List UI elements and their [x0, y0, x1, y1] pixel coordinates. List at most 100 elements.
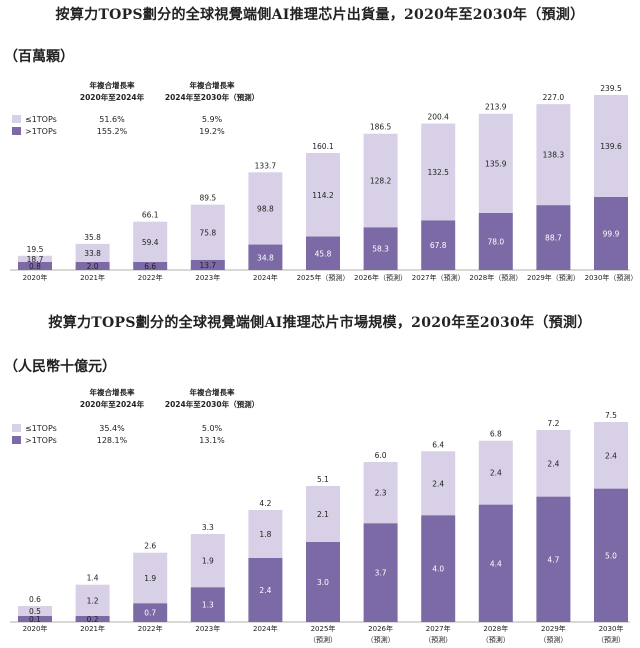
cagr-value: 51.6% — [99, 115, 125, 124]
bar-segment-gt1tops — [421, 515, 456, 622]
x-tick-label: 2021年 — [80, 624, 105, 633]
x-tick-label: 2024年 — [253, 273, 278, 282]
total-label: 4.2 — [259, 499, 271, 508]
total-label: 2.6 — [144, 542, 156, 551]
x-tick-label-forecast: （預測） — [424, 635, 452, 644]
bar-segment-le1tops — [536, 104, 571, 206]
gt1tops-value-label: 5.0 — [605, 551, 617, 560]
bar-segment-gt1tops — [536, 205, 571, 270]
bar-segment-le1tops — [133, 552, 168, 604]
bar-segment-gt1tops — [306, 236, 340, 270]
market-size-chart: 0.6 0.5 0.1 2020年 1.4 1.2 0.2 2021年 2.6 1.9 0.7 202… — [0, 300, 640, 648]
x-tick-label: 2026年（預測） — [354, 273, 407, 282]
bar-segment-gt1tops — [594, 197, 628, 270]
bar-segment-le1tops — [190, 204, 225, 260]
gt1tops-value-label: 99.9 — [603, 230, 620, 239]
bar-segment-le1tops — [133, 221, 168, 262]
bar-segment-gt1tops — [75, 262, 110, 270]
cagr-value: 128.1% — [97, 436, 128, 445]
legend-swatch-le1tops — [12, 424, 21, 432]
cagr-header: 年複合增長率 — [90, 387, 135, 397]
total-label: 200.4 — [427, 113, 449, 122]
x-tick-label: 2029年 — [541, 624, 566, 633]
total-label: 89.5 — [199, 194, 216, 203]
legend-swatch-le1tops — [12, 115, 21, 123]
bar-segment-gt1tops — [594, 488, 628, 622]
le1tops-value-label: 2.4 — [605, 451, 617, 460]
gt1tops-value-label: 6.6 — [144, 262, 156, 271]
x-tick-label: 2027年 — [426, 624, 451, 633]
x-tick-label: 2023年 — [195, 624, 220, 633]
total-label: 7.2 — [547, 419, 559, 428]
cagr-period: 2020年至2024年 — [80, 92, 145, 102]
shipment-chart: 19.5 18.7 0.8 2020年 35.8 33.8 2.0 2021年 66.1 59.4… — [0, 0, 640, 300]
bar-segment-gt1tops — [75, 616, 110, 622]
x-tick-label: 2022年 — [138, 273, 163, 282]
bar-segment-gt1tops — [363, 523, 398, 622]
bar-segment-le1tops — [18, 255, 52, 262]
x-tick-label: 2021年 — [80, 273, 105, 282]
le1tops-value-label: 2.1 — [317, 510, 329, 519]
x-tick-label-forecast: （預測） — [597, 635, 625, 644]
x-tick-label: 2020年 — [23, 273, 48, 282]
bar-segment-le1tops — [594, 422, 628, 489]
bar-segment-gt1tops — [248, 244, 283, 270]
bar-segment-le1tops — [248, 172, 283, 245]
le1tops-value-label: 2.3 — [375, 489, 387, 498]
bar-segment-gt1tops — [478, 213, 513, 270]
x-tick-label-forecast: （預測） — [367, 635, 395, 644]
le1tops-value-label: 33.8 — [84, 249, 101, 258]
bar-segment-le1tops — [306, 486, 340, 542]
total-label: 1.4 — [87, 574, 99, 583]
legend-label: >1TOPs — [25, 127, 57, 136]
le1tops-value-label: 18.7 — [27, 255, 44, 264]
total-label: 35.8 — [84, 233, 101, 242]
x-tick-label: 2027年（預測） — [412, 273, 465, 282]
bar-segment-gt1tops — [306, 542, 340, 622]
gt1tops-value-label: 2.0 — [87, 262, 99, 271]
le1tops-value-label: 135.9 — [485, 159, 507, 168]
legend-swatch-gt1tops — [12, 436, 21, 444]
x-tick-label-forecast: （預測） — [539, 635, 567, 644]
bar-segment-le1tops — [536, 430, 571, 497]
gt1tops-value-label: 13.7 — [199, 261, 216, 270]
total-label: 6.4 — [432, 440, 444, 449]
x-tick-label-forecast: （預測） — [309, 635, 337, 644]
gt1tops-value-label: 88.7 — [545, 234, 562, 243]
total-label: 186.5 — [370, 123, 392, 132]
x-tick-label: 2026年 — [368, 624, 393, 633]
cagr-header: 年複合增長率 — [190, 387, 235, 397]
x-tick-label: 2030年 — [599, 624, 624, 633]
bar-segment-le1tops — [75, 243, 110, 262]
x-tick-label: 2025年 — [311, 624, 336, 633]
bar-segment-gt1tops — [133, 603, 168, 622]
cagr-value: 5.9% — [202, 115, 223, 124]
bar-segment-le1tops — [478, 440, 513, 505]
le1tops-value-label: 1.8 — [259, 530, 271, 539]
bar-segment-le1tops — [363, 133, 398, 228]
bar-segment-le1tops — [421, 451, 456, 516]
gt1tops-value-label: 78.0 — [487, 238, 504, 247]
le1tops-value-label: 1.9 — [202, 557, 214, 566]
total-label: 160.1 — [312, 142, 334, 151]
x-tick-label: 2029年（預測） — [527, 273, 580, 282]
cagr-header: 年複合增長率 — [190, 80, 235, 90]
total-label: 19.5 — [27, 245, 44, 254]
gt1tops-value-label: 2.4 — [259, 586, 271, 595]
bar-segment-gt1tops — [248, 558, 283, 622]
le1tops-value-label: 2.4 — [490, 469, 502, 478]
cagr-period: 2024年至2030年（預測） — [165, 399, 259, 409]
bar-segment-le1tops — [190, 534, 225, 588]
bar-segment-le1tops — [18, 606, 52, 616]
gt1tops-value-label: 4.0 — [432, 565, 444, 574]
legend-swatch-gt1tops — [12, 127, 21, 135]
gt1tops-value-label: 3.7 — [375, 569, 387, 578]
x-tick-label: 2023年 — [195, 273, 220, 282]
cagr-value: 19.2% — [199, 127, 225, 136]
le1tops-value-label: 114.2 — [312, 191, 334, 200]
total-label: 3.3 — [202, 523, 214, 532]
bar-segment-le1tops — [306, 153, 340, 237]
total-label: 5.1 — [317, 475, 329, 484]
gt1tops-value-label: 34.8 — [257, 253, 274, 262]
cagr-header: 年複合增長率 — [90, 80, 135, 90]
